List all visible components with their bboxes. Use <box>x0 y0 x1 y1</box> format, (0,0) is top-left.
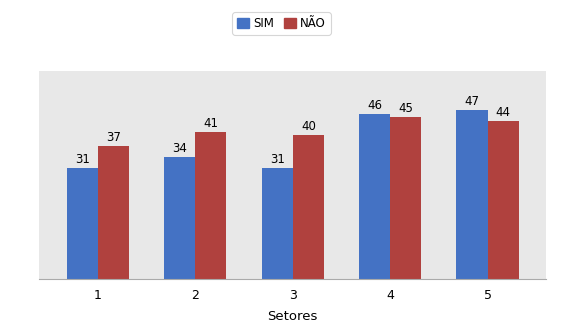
Bar <box>164 157 195 279</box>
Text: 34: 34 <box>172 142 187 155</box>
Text: 31: 31 <box>270 152 285 166</box>
X-axis label: Setores: Setores <box>267 310 318 321</box>
Text: 40: 40 <box>301 120 316 133</box>
Text: 31: 31 <box>75 152 90 166</box>
Text: 37: 37 <box>106 131 121 144</box>
Bar <box>359 114 390 279</box>
Bar <box>98 146 129 279</box>
Bar <box>66 168 98 279</box>
Text: 47: 47 <box>464 95 480 108</box>
Bar <box>262 168 293 279</box>
Bar <box>457 110 488 279</box>
Bar <box>488 121 519 279</box>
Text: 41: 41 <box>203 117 218 130</box>
Bar <box>293 135 324 279</box>
Bar <box>195 132 226 279</box>
Legend: SIM, NÃO: SIM, NÃO <box>232 12 331 35</box>
Bar <box>390 117 421 279</box>
Text: 46: 46 <box>367 99 382 112</box>
Text: 45: 45 <box>399 102 413 115</box>
Text: 44: 44 <box>496 106 511 119</box>
